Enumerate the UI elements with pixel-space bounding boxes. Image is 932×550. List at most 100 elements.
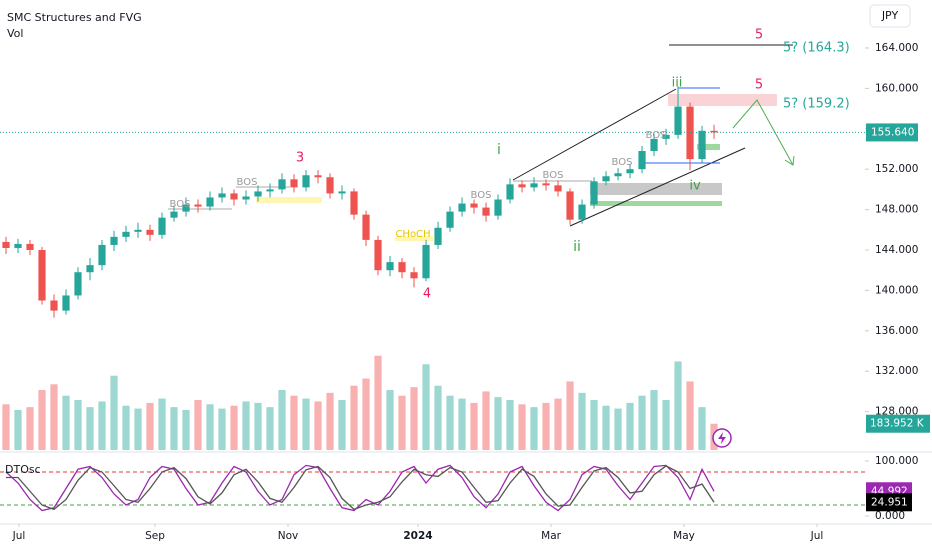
volume-title: Vol — [7, 27, 23, 40]
candle-body — [662, 134, 670, 139]
annotation: iii — [672, 76, 683, 91]
volume-bar — [578, 392, 586, 450]
x-tick-label: Mar — [541, 530, 561, 542]
volume-bar — [614, 408, 622, 450]
volume-bar — [314, 401, 322, 450]
osc-label-bg — [866, 493, 912, 512]
channel-line — [569, 147, 746, 227]
candle-body — [146, 229, 154, 235]
y-tick-label: 132.000 — [875, 365, 918, 377]
price-label: 155.640 — [871, 126, 914, 138]
candle-body — [410, 272, 418, 279]
fvg-zone — [395, 236, 433, 241]
y-tick-label: 164.000 — [875, 42, 918, 54]
candle-body — [50, 300, 58, 311]
price-label-bg — [866, 123, 918, 142]
volume-bar — [650, 390, 658, 450]
candle-body — [638, 151, 646, 170]
volume-bar — [662, 400, 670, 450]
candle-body — [158, 217, 166, 235]
volume-bar — [134, 408, 142, 450]
candle-body — [242, 196, 250, 200]
x-tick-label: Jul — [12, 530, 26, 542]
volume-bar — [254, 402, 262, 450]
candle-body — [362, 214, 370, 240]
volume-bar — [422, 364, 430, 450]
volume-bar — [26, 407, 34, 450]
candle-body — [422, 244, 430, 279]
volume-bar — [110, 375, 118, 450]
candle-body — [542, 183, 550, 186]
currency-label[interactable]: JPY — [881, 9, 899, 22]
candle-body — [590, 181, 598, 205]
volume-bar — [158, 398, 166, 450]
annotation: i — [497, 142, 501, 158]
volume-bar — [302, 398, 310, 450]
candle-body — [518, 184, 526, 188]
candle-body — [314, 175, 322, 178]
volume-bar — [74, 400, 82, 450]
annotation: BOS — [170, 199, 191, 210]
annotation: 4 — [423, 287, 431, 302]
annotation: 5? (164.3) — [783, 41, 850, 56]
volume-bar — [686, 381, 694, 450]
candle-body — [74, 272, 82, 296]
annotation: 5 — [755, 78, 763, 93]
candle-body — [374, 239, 382, 271]
candle-body — [302, 175, 310, 188]
arrow-head — [784, 155, 795, 166]
volume-bar — [458, 398, 466, 450]
candle-body — [290, 179, 298, 188]
volume-bar — [230, 405, 238, 450]
volume-bar — [542, 402, 550, 450]
volume-bar — [398, 395, 406, 450]
y-tick-label: 128.000 — [875, 406, 918, 418]
candle-body — [278, 179, 286, 190]
candle-body — [230, 193, 238, 200]
supply-zone — [668, 94, 777, 106]
currency-button[interactable] — [869, 4, 911, 28]
indicator-title: SMC Structures and FVG — [7, 11, 142, 24]
annotation: 3 — [296, 151, 304, 166]
candle-body — [602, 176, 610, 182]
volume-bar — [62, 395, 70, 450]
alert-icon-bolt — [718, 432, 726, 444]
volume-bar — [410, 387, 418, 450]
candle-body — [26, 243, 34, 250]
annotation: BOS — [612, 157, 633, 168]
volume-label-bg — [866, 414, 930, 433]
volume-bar — [626, 402, 634, 450]
candle-body — [218, 193, 226, 198]
annotation: CHoCH — [395, 229, 430, 240]
candle-body — [266, 189, 274, 192]
volume-bar — [494, 397, 502, 450]
candle-body — [386, 262, 394, 271]
fvg-zone — [697, 144, 720, 150]
volume-bar — [554, 398, 562, 450]
volume-bar — [146, 402, 154, 450]
x-tick-label: Nov — [278, 530, 299, 542]
volume-bar — [242, 401, 250, 450]
candle-body — [38, 250, 46, 301]
fvg-zone — [256, 197, 322, 203]
candle-body — [458, 203, 466, 212]
volume-bar — [170, 407, 178, 450]
candle-body — [710, 130, 718, 133]
candle-body — [530, 183, 538, 188]
volume-bar — [122, 405, 130, 450]
candle-body — [194, 204, 202, 207]
y-tick-label: 160.000 — [875, 82, 918, 94]
volume-bar — [374, 355, 382, 450]
candle-body — [62, 295, 70, 311]
volume-bar — [530, 407, 538, 450]
volume-bar — [194, 400, 202, 450]
candle-body — [2, 241, 10, 248]
volume-bar — [182, 410, 190, 450]
order-block — [590, 183, 722, 195]
volume-bar — [326, 392, 334, 450]
fvg-zone — [590, 201, 722, 206]
volume-bar — [506, 400, 514, 450]
candle-body — [206, 197, 214, 207]
volume-bar — [2, 404, 10, 450]
